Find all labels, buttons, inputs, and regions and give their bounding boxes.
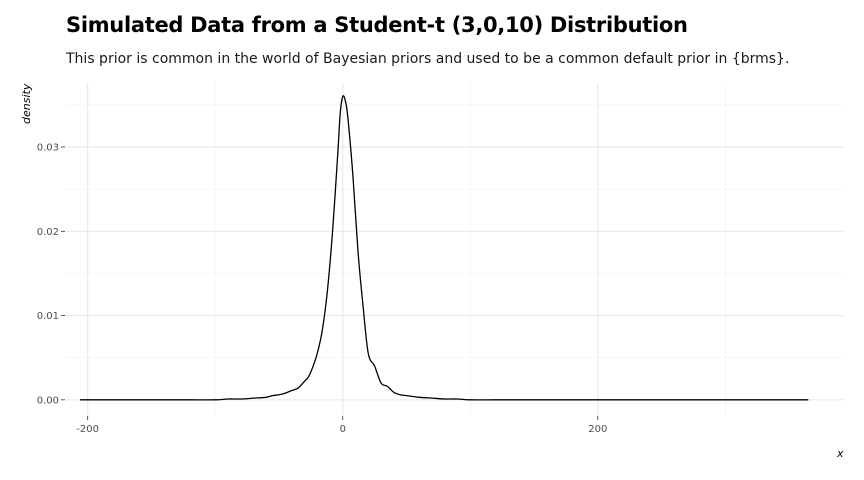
major-gridlines xyxy=(66,83,844,415)
x-tick-label: -200 xyxy=(76,424,99,435)
x-tick-label: 200 xyxy=(588,424,607,435)
chart-subtitle: This prior is common in the world of Bay… xyxy=(66,51,790,67)
y-tick-label: 0.03 xyxy=(37,143,59,154)
y-tick-label: 0.01 xyxy=(37,311,59,322)
density-line xyxy=(80,95,809,401)
y-axis-ticks: 0.00 0.01 0.02 0.03 xyxy=(37,143,65,406)
y-tick-label: 0.00 xyxy=(37,395,59,406)
y-tick-label: 0.02 xyxy=(37,227,59,238)
minor-gridlines xyxy=(66,83,844,415)
y-axis-label: density xyxy=(20,83,33,124)
x-tick-label: 0 xyxy=(340,424,346,435)
chart-title: Simulated Data from a Student-t (3,0,10)… xyxy=(66,13,688,37)
series-group xyxy=(80,95,809,401)
x-axis-ticks: -200 0 200 xyxy=(76,416,607,435)
x-axis-label: x xyxy=(836,447,844,460)
